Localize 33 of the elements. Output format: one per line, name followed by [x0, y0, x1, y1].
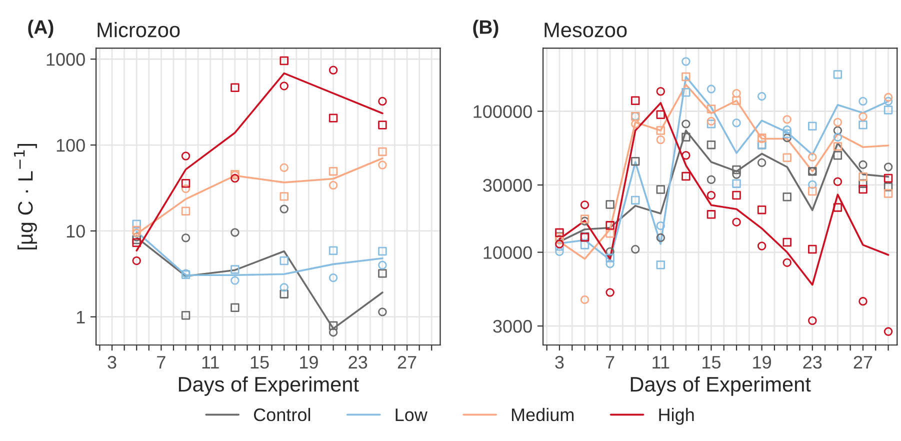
x-tick-label: 7: [157, 356, 166, 368]
x-tick-label: 27: [398, 356, 416, 368]
x-axis-title: Days of Experiment: [630, 376, 811, 396]
y-tick-label: 10000: [484, 246, 532, 259]
x-tick-label: 19: [300, 356, 318, 369]
x-tick-label: 19: [753, 356, 771, 369]
chart-title: Mesozoo: [544, 22, 627, 38]
text: (B): [473, 20, 498, 38]
legend-label: Low: [396, 408, 428, 422]
x-tick-label: 7: [606, 356, 614, 368]
y-tick-label: 1000: [46, 53, 85, 66]
chart-title: Microzoo: [98, 22, 180, 38]
y-tick-label: 100000: [474, 105, 532, 118]
y-tick-label: 30000: [483, 178, 532, 192]
x-tick-label: 15: [250, 356, 269, 369]
x-tick-label: 27: [854, 356, 872, 368]
y-tick-label: 100: [56, 138, 85, 152]
text: (A): [28, 20, 54, 38]
x-tick-label: 15: [702, 356, 721, 369]
legend-label: High: [659, 408, 694, 425]
x-tick-label: 3: [555, 356, 564, 369]
y-tick-label: 3000: [493, 320, 532, 333]
x-tick-label: 11: [202, 356, 219, 368]
y-tick-label: 10: [66, 224, 85, 238]
x-tick-label: 3: [108, 356, 116, 369]
legend-label: Control: [254, 408, 310, 422]
x-tick-label: 23: [803, 356, 822, 369]
x-axis-title: Days of Experiment: [178, 376, 359, 396]
legend-label: Medium: [512, 408, 574, 422]
y-axis-title: [µg C · L$^{−1}$]: [14, 144, 37, 250]
x-tick-label: 23: [348, 356, 368, 369]
x-tick-label: 11: [652, 356, 670, 368]
y-tick-label: 1: [76, 310, 85, 324]
